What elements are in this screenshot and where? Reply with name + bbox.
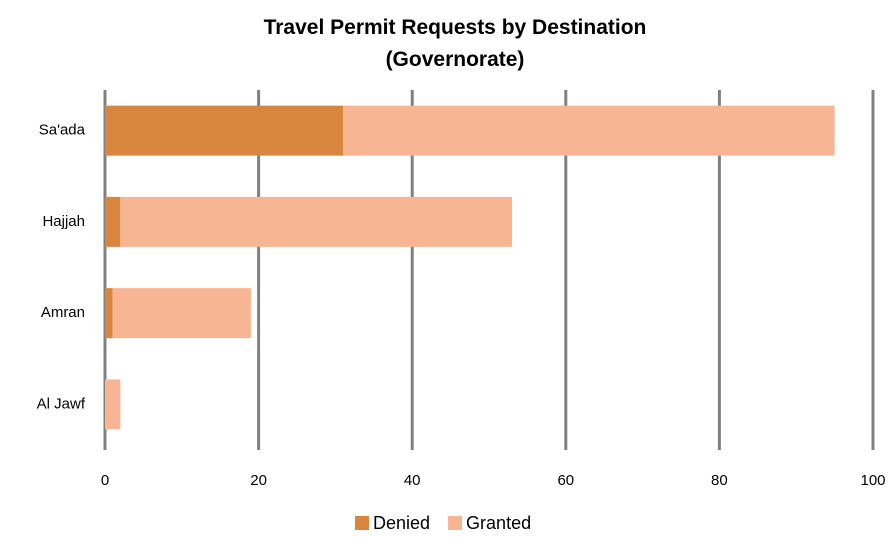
legend-swatch — [448, 516, 463, 530]
bar — [105, 379, 121, 430]
y-tick-label: Amran — [41, 304, 85, 321]
x-tick-label: 0 — [101, 472, 109, 489]
y-tick-label: Hajjah — [42, 213, 85, 230]
x-tick-label: 100 — [860, 472, 885, 489]
bar — [105, 196, 121, 247]
legend-label: Granted — [466, 513, 531, 533]
bar — [120, 196, 513, 247]
bar — [343, 105, 835, 156]
chart-title: Travel Permit Requests by Destination (G… — [263, 16, 647, 71]
x-tick-label: 60 — [557, 472, 574, 489]
y-tick-label: Al Jawf — [37, 395, 86, 412]
legend-label: Denied — [373, 513, 430, 533]
bar — [105, 288, 113, 339]
bar — [112, 288, 251, 339]
legend-swatch — [355, 516, 369, 530]
x-tick-label: 40 — [404, 472, 421, 489]
x-tick-label: 20 — [250, 472, 267, 489]
y-tick-label: Sa'ada — [39, 122, 86, 139]
x-tick-label: 80 — [711, 472, 728, 489]
bar — [105, 105, 344, 156]
